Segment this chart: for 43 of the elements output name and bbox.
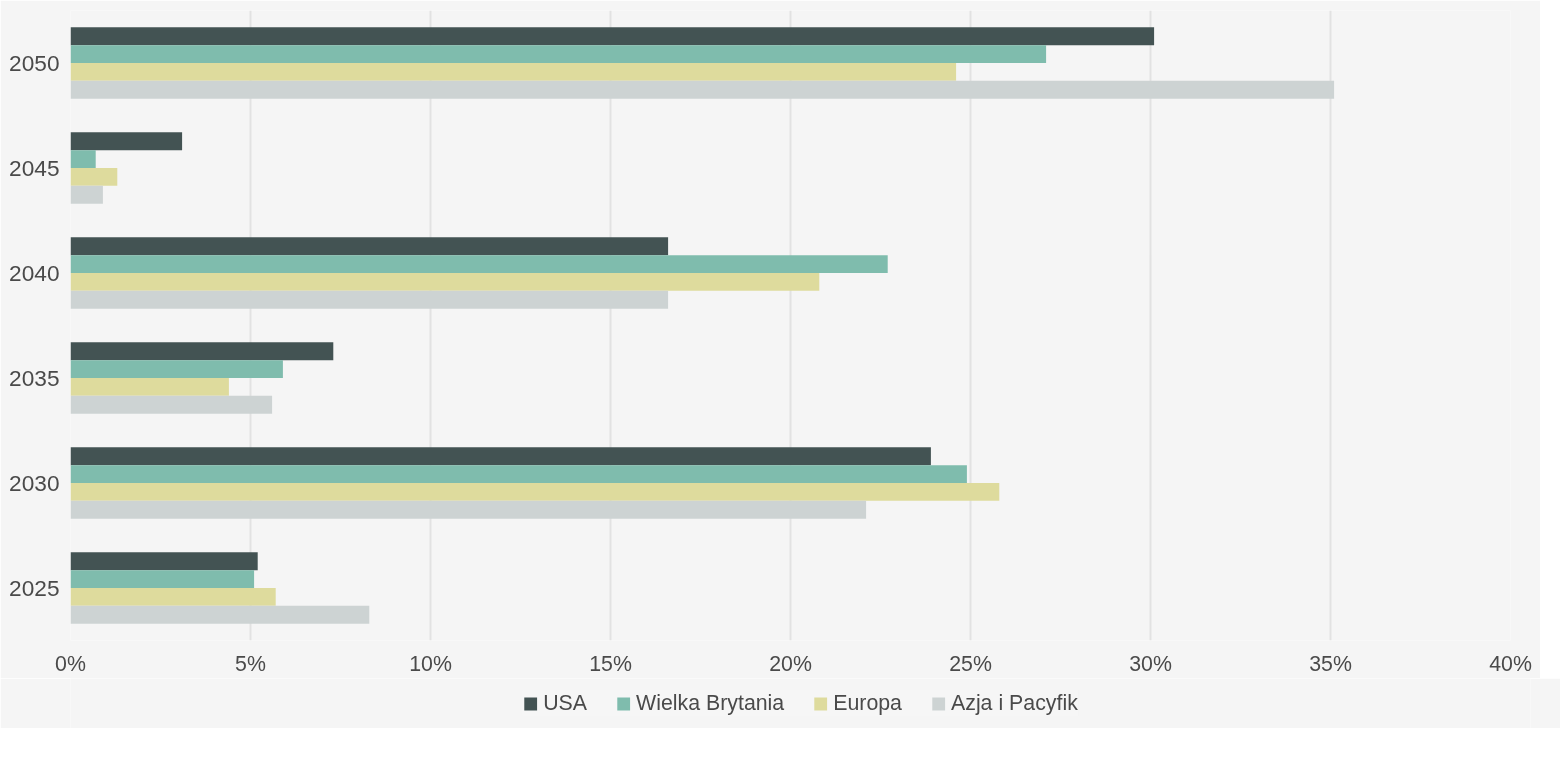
- x-tick-label: 20%: [769, 651, 812, 676]
- y-tick-label: 2040: [9, 259, 60, 286]
- bar: [70, 360, 283, 378]
- bar: [70, 132, 183, 151]
- x-tick-label: 15%: [589, 651, 632, 676]
- x-tick-label: 40%: [1489, 651, 1532, 676]
- bar: [70, 605, 370, 624]
- legend-label: USA: [543, 690, 588, 716]
- bar: [70, 447, 931, 466]
- bar: [70, 570, 255, 588]
- bar: [70, 552, 258, 571]
- x-tick-label: 10%: [409, 651, 452, 676]
- bar: [70, 500, 867, 519]
- bar: [70, 395, 273, 414]
- y-tick-label: 2025: [9, 574, 60, 601]
- bar: [70, 588, 276, 606]
- y-tick-label: 2030: [9, 469, 60, 496]
- legend-label: Azja i Pacyfik: [950, 690, 1078, 716]
- bar: [70, 150, 96, 168]
- x-tick-label: 0%: [55, 651, 86, 676]
- y-tick-label: 2045: [9, 154, 60, 181]
- x-tick-label: 30%: [1129, 651, 1172, 676]
- bar: [70, 27, 1155, 46]
- x-tick-label: 5%: [235, 651, 266, 676]
- bar: [70, 342, 334, 361]
- bar: [70, 45, 1047, 63]
- x-tick-label: 35%: [1309, 651, 1352, 676]
- y-tick-label: 2035: [9, 364, 60, 391]
- y-tick-label: 2050: [9, 49, 60, 76]
- bar: [70, 273, 820, 291]
- bar: [70, 255, 888, 273]
- bar: [70, 465, 967, 483]
- legend-label: Wielka Brytania: [636, 690, 785, 716]
- x-tick-label: 25%: [949, 651, 992, 676]
- bar: [70, 483, 1000, 501]
- bar: [70, 290, 669, 309]
- bar: [70, 237, 669, 256]
- bar: [70, 185, 103, 204]
- bar: [70, 80, 1335, 99]
- bar: [70, 168, 118, 186]
- legend-label: Europa: [833, 690, 902, 716]
- bar: [70, 378, 229, 396]
- bar: [70, 63, 957, 81]
